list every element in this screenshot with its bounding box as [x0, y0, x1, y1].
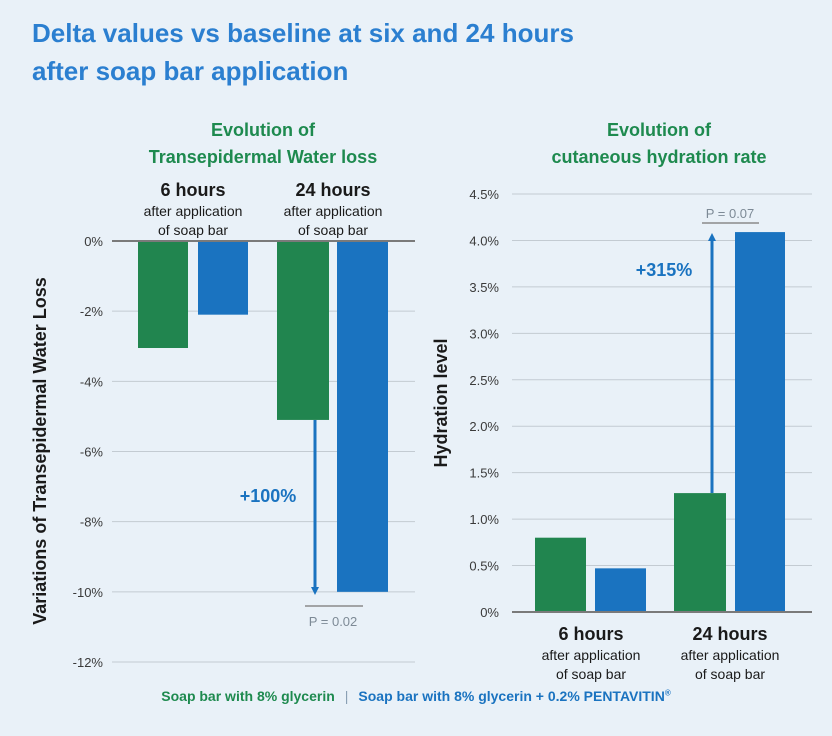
legend-series-2-mark: ® [664, 688, 671, 698]
chart1-ytick-label: -10% [73, 585, 104, 600]
chart2-ytick-label: 0.5% [469, 559, 499, 574]
page-title-line-2: after soap bar application [32, 56, 349, 86]
chart2-ytick-label: 2.0% [469, 419, 499, 434]
chart1-ytick-label: 0% [84, 234, 103, 249]
chart2-ytick-label: 0% [480, 605, 499, 620]
chart1-bar-glycerin-6h [138, 241, 188, 349]
chart1-pvalue-label: P = 0.02 [309, 614, 358, 629]
chart1-title-line-2: Transepidermal Water loss [149, 147, 377, 167]
chart1-ytick-label: -2% [80, 304, 104, 319]
chart1-category-1-sub1: after application [144, 203, 243, 219]
chart1-category-1-main: 6 hours [160, 180, 225, 200]
page-title-line-1: Delta values vs baseline at six and 24 h… [32, 18, 574, 48]
chart1-ytick-label: -4% [80, 374, 104, 389]
legend: Soap bar with 8% glycerin | Soap bar with … [0, 688, 832, 704]
chart2-ytick-label: 2.5% [469, 373, 499, 388]
chart2-category-2-sub1: after application [681, 647, 780, 663]
chart2-bar-pentavitin-24h [735, 232, 785, 612]
chart1-bar-pentavitin-24h [337, 241, 388, 592]
chart2-ytick-label: 1.0% [469, 512, 499, 527]
legend-series-2: Soap bar with 8% glycerin + 0.2% PENTAVI… [358, 688, 670, 704]
legend-separator: | [344, 688, 349, 704]
chart2-ylabel: Hydration level [431, 338, 451, 467]
chart2-ytick-label: 3.5% [469, 280, 499, 295]
chart2-title-line-2: cutaneous hydration rate [551, 147, 766, 167]
chart1-bar-pentavitin-6h [198, 241, 248, 315]
chart2-ytick-label: 3.0% [469, 326, 499, 341]
chart2-bar-glycerin-6h [535, 537, 586, 612]
chart1-category-2-sub1: after application [284, 203, 383, 219]
chart1-category-2-sub2: of soap bar [298, 222, 368, 238]
chart1-title-line-1: Evolution of [211, 120, 316, 140]
chart2-annotation-label: +315% [636, 260, 693, 280]
chart1-category-2-main: 24 hours [295, 180, 370, 200]
chart2-pvalue-label: P = 0.07 [706, 206, 755, 221]
chart1-ylabel: Variations of Transepidermal Water Loss [30, 277, 50, 624]
chart2-category-1-sub1: after application [542, 647, 641, 663]
chart2-category-1-main: 6 hours [558, 624, 623, 644]
page-title: Delta values vs baseline at six and 24 h… [32, 14, 812, 90]
chart2-title-line-1: Evolution of [607, 120, 712, 140]
chart2-category-1-sub2: of soap bar [556, 666, 626, 682]
chart2-ytick-label: 4.0% [469, 233, 499, 248]
chart1-annotation-label: +100% [240, 486, 297, 506]
chart2-bar-glycerin-24h [674, 493, 726, 612]
chart1-ytick-label: -12% [73, 655, 104, 670]
chart1-ytick-label: -8% [80, 515, 104, 530]
legend-series-1: Soap bar with 8% glycerin [161, 688, 335, 704]
chart2-category-2-main: 24 hours [692, 624, 767, 644]
chart2-bar-pentavitin-6h [595, 568, 646, 612]
chart1-ytick-label: -6% [80, 445, 104, 460]
chart2-ytick-label: 1.5% [469, 466, 499, 481]
chart2-ytick-label: 4.5% [469, 187, 499, 202]
legend-series-2-label: Soap bar with 8% glycerin + 0.2% PENTAVI… [358, 688, 665, 704]
chart1-bar-glycerin-24h [277, 241, 329, 420]
chart2-category-2-sub2: of soap bar [695, 666, 765, 682]
chart1-category-1-sub2: of soap bar [158, 222, 228, 238]
